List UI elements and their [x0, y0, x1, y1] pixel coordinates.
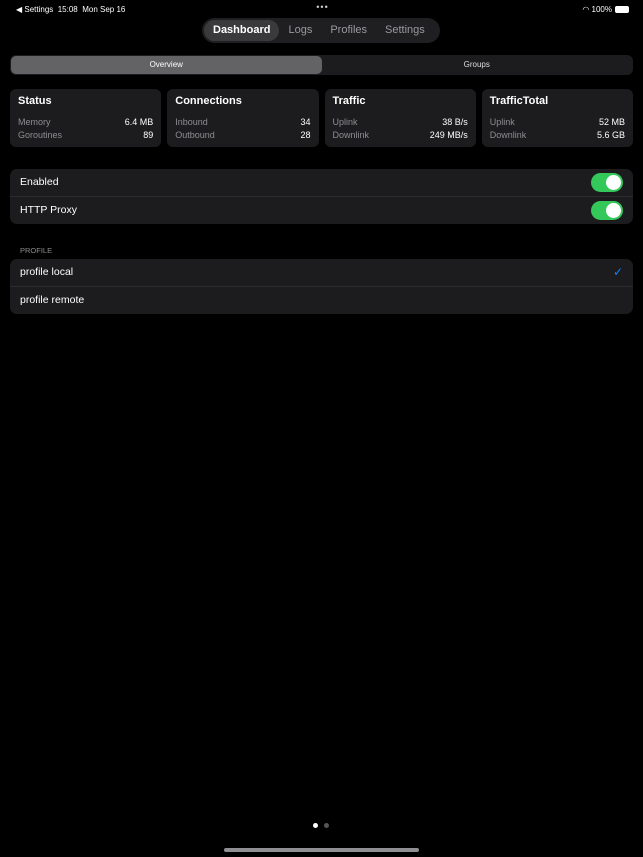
stat-value: 52 MB	[598, 117, 625, 127]
home-indicator[interactable]	[224, 848, 419, 852]
profile-name: profile remote	[20, 294, 85, 307]
card-status: Status Memory 6.4 MB Goroutines 89	[10, 89, 162, 147]
date: Mon Sep 16	[82, 4, 126, 14]
stat-value: 6.4 MB	[124, 117, 154, 127]
enabled-row: Enabled	[10, 169, 633, 197]
profile-section-header: PROFILE	[20, 246, 53, 255]
stat-value: 249 MB/s	[429, 130, 468, 140]
stat-label: Downlink	[332, 130, 370, 140]
back-to-settings[interactable]: ◀ Settings	[16, 4, 54, 14]
stat-label: Memory	[18, 117, 51, 127]
tab-profiles[interactable]: Profiles	[330, 24, 368, 36]
checkmark-icon: ✓	[612, 265, 623, 280]
stat-label: Goroutines	[18, 130, 63, 140]
tab-dashboard[interactable]: Dashboard	[204, 20, 280, 41]
card-title: TrafficTotal	[489, 95, 549, 107]
segmented-control: Overview Groups	[10, 55, 633, 75]
stat-label: Downlink	[489, 130, 527, 140]
profile-name: profile local	[20, 266, 74, 279]
stats-cards: Status Memory 6.4 MB Goroutines 89 Connect…	[10, 89, 633, 147]
toggles-group: Enabled HTTP Proxy	[10, 169, 633, 224]
stat-value: 28	[300, 130, 311, 140]
card-title: Status	[18, 95, 52, 107]
battery-percent: 100%	[591, 4, 612, 14]
page-dot	[313, 823, 318, 828]
tab-settings[interactable]: Settings	[385, 24, 425, 36]
stat-value: 5.6 GB	[596, 130, 625, 140]
stat-label: Inbound	[175, 117, 208, 127]
http-proxy-row: HTTP Proxy	[10, 197, 633, 225]
http-proxy-toggle[interactable]	[591, 200, 623, 220]
page-indicator[interactable]	[313, 823, 329, 828]
profile-list: profile local ✓ profile remote	[10, 259, 633, 314]
tab-logs[interactable]: Logs	[288, 24, 313, 36]
enabled-label: Enabled	[20, 176, 59, 189]
card-traffic: Traffic Uplink 38 B/s Downlink 249 MB/s	[324, 89, 476, 147]
card-connections: Connections Inbound 34 Outbound 28	[167, 89, 319, 147]
segment-groups[interactable]: Groups	[463, 60, 490, 69]
page-dot	[324, 823, 329, 828]
stat-value: 34	[300, 117, 311, 127]
profile-item[interactable]: profile local ✓	[10, 259, 633, 287]
stat-value: 38 B/s	[442, 117, 468, 127]
card-title: Connections	[175, 95, 242, 107]
card-title: Traffic	[332, 95, 366, 107]
stat-label: Uplink	[332, 117, 358, 127]
multitasking-dots-icon[interactable]: •••	[316, 2, 329, 12]
wifi-icon: ◠	[582, 4, 590, 14]
tab-bar: Dashboard Logs Profiles Settings	[202, 18, 440, 43]
time: 15:08	[57, 4, 78, 14]
profile-item[interactable]: profile remote	[10, 287, 633, 315]
segment-overview[interactable]: Overview	[11, 56, 322, 74]
stat-label: Uplink	[489, 117, 515, 127]
card-traffic-total: TrafficTotal Uplink 52 MB Downlink 5.6 GB	[481, 89, 633, 147]
status-bar: ◀ Settings 15:08 Mon Sep 16 ••• ◠ 100%	[16, 2, 629, 15]
http-proxy-label: HTTP Proxy	[20, 204, 77, 217]
stat-label: Outbound	[175, 130, 215, 140]
enabled-toggle[interactable]	[591, 172, 623, 192]
stat-value: 89	[143, 130, 154, 140]
battery-icon	[615, 5, 629, 13]
